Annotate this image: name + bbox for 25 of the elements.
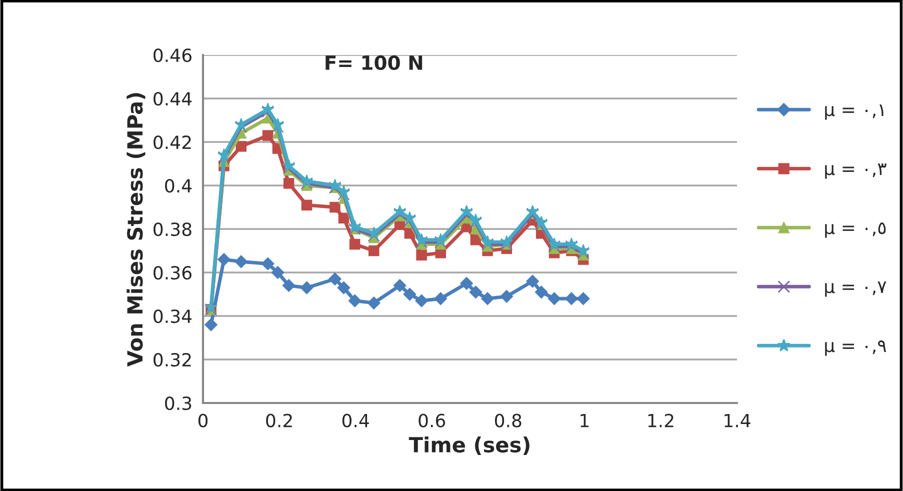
x-tick-label: 0.4 <box>342 414 369 428</box>
x-axis-title: Time (ses) <box>408 436 530 456</box>
x-tick-label: 1 <box>580 414 589 428</box>
y-tick-label: 0.32 <box>154 352 191 367</box>
chart-title: F= 100 N <box>326 55 422 70</box>
y-tick-label: 0.42 <box>154 135 191 150</box>
legend-label: μ = ٠,٥ <box>825 222 886 238</box>
x-tick-label: 0.8 <box>494 414 522 428</box>
y-tick-label: 0.46 <box>154 48 192 62</box>
x-tick-label: 1.2 <box>648 414 674 428</box>
y-tick-label: 0.4 <box>165 178 192 193</box>
x-tick-label: 0.6 <box>418 414 446 428</box>
y-axis-title: Von Mises Stress (MPa) <box>126 93 146 367</box>
y-tick-label: 0.44 <box>154 92 192 106</box>
x-tick-label: 0 <box>198 414 208 428</box>
y-tick-label: 0.38 <box>154 222 192 236</box>
legend-label: μ = ٠,١ <box>825 104 884 120</box>
y-tick-label: 0.3 <box>165 396 192 410</box>
x-tick-label: 1.4 <box>724 414 750 428</box>
y-tick-label: 0.34 <box>154 309 192 324</box>
x-tick-label: 0.2 <box>266 414 292 428</box>
y-tick-label: 0.36 <box>154 266 192 280</box>
legend-label: μ = ٠,٧ <box>825 282 886 297</box>
legend-label: μ = ٠,٩ <box>825 340 886 356</box>
legend-label: μ = ٠,٣ <box>825 164 886 179</box>
